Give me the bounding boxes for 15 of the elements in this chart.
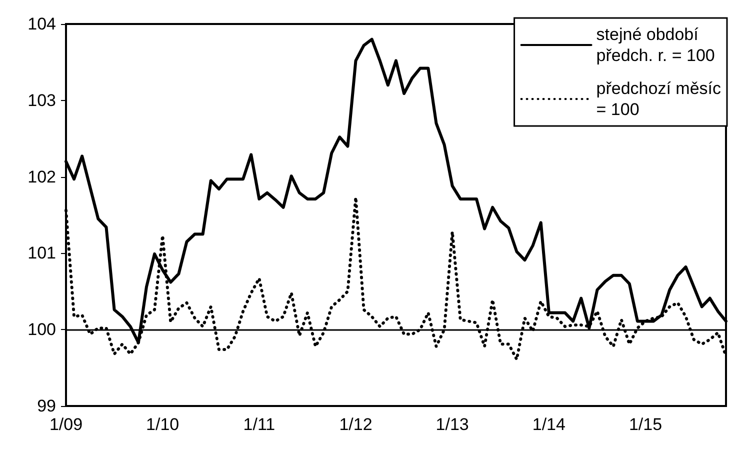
x-tick-label: 1/10 (146, 415, 180, 434)
x-tick-label: 1/09 (49, 415, 83, 434)
x-tick-label: 1/12 (339, 415, 372, 434)
legend-label: stejné období předch. r. = 100 (596, 25, 715, 65)
y-tick-label: 103 (28, 90, 56, 110)
y-tick-label: 100 (28, 320, 56, 340)
y-tick-label: 101 (28, 244, 56, 263)
y-tick-label: 102 (28, 167, 56, 186)
legend-label: předchozí měsíc = 100 (596, 79, 722, 119)
x-tick-label: 1/14 (532, 415, 566, 434)
x-tick-label: 1/15 (628, 415, 662, 434)
x-tick-label: 1/11 (243, 415, 276, 434)
y-tick-label: 104 (28, 14, 56, 34)
x-tick-label: 1/13 (436, 415, 469, 434)
y-tick-label: 99 (37, 396, 56, 416)
